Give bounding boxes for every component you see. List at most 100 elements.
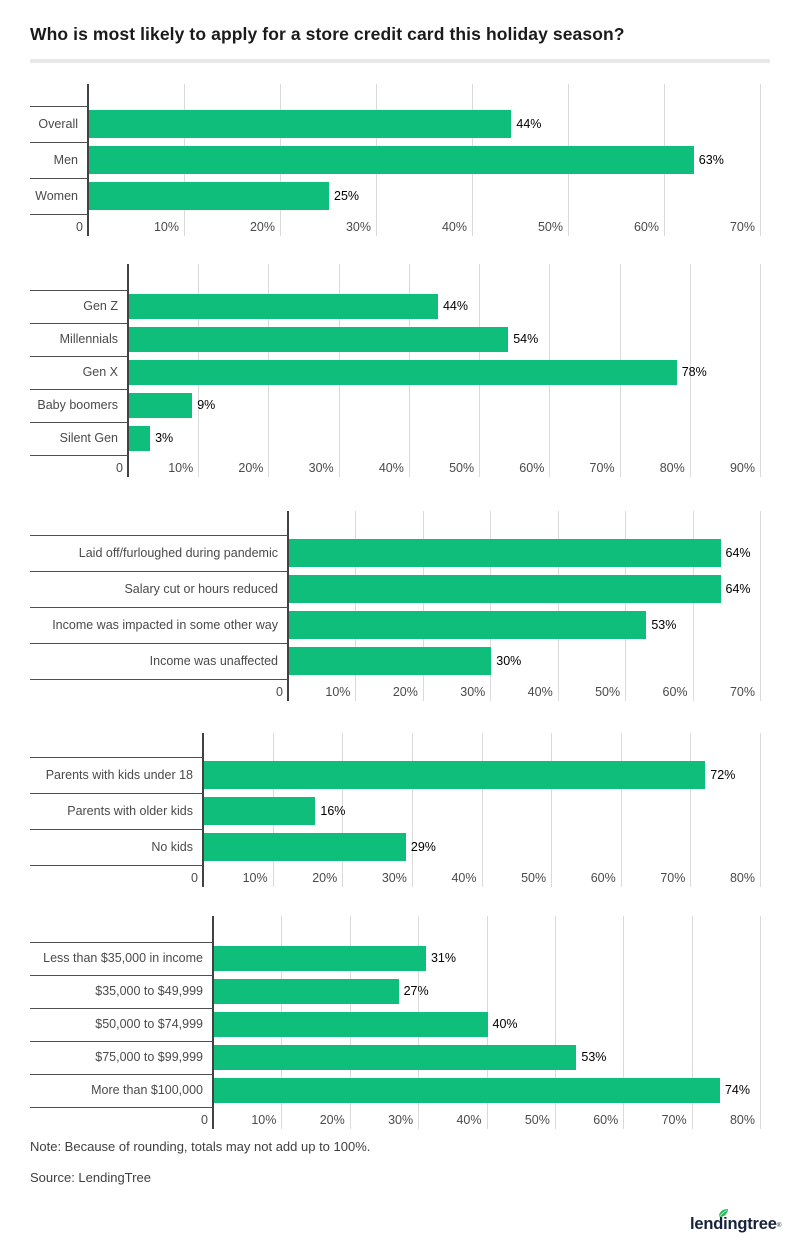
x-tick-label: 20% <box>249 220 275 234</box>
grid-line <box>760 916 761 1129</box>
bar <box>129 360 677 385</box>
bar-value-label: 3% <box>155 431 174 445</box>
bar-value-label: 31% <box>430 951 456 965</box>
grid-line <box>342 733 344 887</box>
x-tick-label: 60% <box>590 871 616 885</box>
x-tick-label: 40% <box>527 685 553 699</box>
grid-line <box>689 264 691 477</box>
category-label: Salary cut or hours reduced <box>124 582 278 596</box>
x-tick-label: 50% <box>521 871 547 885</box>
y-axis-line <box>212 916 214 1129</box>
bar-value-label: 53% <box>581 1050 607 1064</box>
category-label: Baby boomers <box>37 398 118 412</box>
category-separator <box>30 290 128 291</box>
bar-value-label: 44% <box>516 117 542 131</box>
category-separator <box>30 679 288 680</box>
x-tick-label: 20% <box>319 1113 345 1127</box>
bar-value-label: 64% <box>725 582 751 596</box>
category-label: Less than $35,000 in income <box>43 951 203 965</box>
bar-value-label: 53% <box>651 618 677 632</box>
x-tick-label: 40% <box>378 461 404 475</box>
category-separator <box>30 643 288 644</box>
bar <box>129 426 151 451</box>
category-label: $50,000 to $74,999 <box>95 1017 203 1031</box>
x-tick-label: 30% <box>381 871 407 885</box>
bar-value-label: 74% <box>724 1083 750 1097</box>
x-tick-label: 80% <box>729 1113 755 1127</box>
category-label: More than $100,000 <box>91 1083 203 1097</box>
bar <box>129 294 438 319</box>
bar <box>289 647 492 675</box>
bar <box>289 539 721 567</box>
category-separator <box>30 1041 213 1042</box>
bar-value-label: 64% <box>725 546 751 560</box>
category-separator <box>30 793 203 794</box>
bar-value-label: 29% <box>410 840 436 854</box>
bar <box>204 833 406 861</box>
x-tick-label: 30% <box>345 220 371 234</box>
bar <box>129 393 193 418</box>
grid-line <box>625 511 627 701</box>
category-label: Millennials <box>59 332 118 346</box>
source-text: Source: LendingTree <box>30 1170 151 1185</box>
category-separator <box>30 942 213 943</box>
x-tick-label: 0 <box>76 220 83 234</box>
x-tick-label: 50% <box>537 220 563 234</box>
category-separator <box>30 1107 213 1108</box>
logo-text: lendingtree <box>690 1215 777 1233</box>
y-axis-line <box>127 264 129 477</box>
x-tick-label: 70% <box>729 220 755 234</box>
x-tick-label: 70% <box>589 461 615 475</box>
category-separator <box>30 1074 213 1075</box>
note-text: Note: Because of rounding, totals may no… <box>30 1139 371 1154</box>
bar <box>214 1012 488 1037</box>
x-tick-label: 70% <box>729 685 755 699</box>
category-separator <box>30 389 128 390</box>
y-axis-line <box>202 733 204 887</box>
bar-value-label: 54% <box>513 332 539 346</box>
leaf-icon <box>718 1209 729 1217</box>
x-tick-label: 30% <box>308 461 334 475</box>
bar <box>289 575 721 603</box>
category-label: No kids <box>151 840 193 854</box>
x-tick-label: 60% <box>633 220 659 234</box>
x-tick-label: 10% <box>168 461 194 475</box>
bar-chart-2: 0 10% 20% 30% 40% 50% 60% 70% 80% 90% Gen Z 44% Mill… <box>30 264 800 481</box>
x-tick-label: 20% <box>392 685 418 699</box>
category-separator <box>30 757 203 758</box>
grid-line <box>355 511 357 701</box>
x-tick-label: 70% <box>661 1113 687 1127</box>
x-tick-label: 70% <box>660 871 686 885</box>
bar <box>89 146 694 174</box>
x-tick-label: 20% <box>312 871 338 885</box>
grid-line <box>690 733 692 887</box>
grid-line <box>760 511 761 701</box>
x-tick-label: 0 <box>276 685 283 699</box>
category-label: Overall <box>38 117 78 131</box>
category-label: Silent Gen <box>59 431 118 445</box>
category-separator <box>30 422 128 423</box>
x-tick-label: 40% <box>456 1113 482 1127</box>
category-label: $35,000 to $49,999 <box>95 984 203 998</box>
bar <box>289 611 647 639</box>
grid-line <box>557 511 559 701</box>
page-title: Who is most likely to apply for a store … <box>30 24 625 44</box>
x-tick-label: 0 <box>201 1113 208 1127</box>
category-separator <box>30 142 88 143</box>
category-separator <box>30 214 88 215</box>
bar <box>204 797 316 825</box>
bar <box>214 979 399 1004</box>
category-label: Men <box>53 153 78 167</box>
grid-line <box>760 733 761 887</box>
x-tick-label: 80% <box>659 461 685 475</box>
category-separator <box>30 865 203 866</box>
bar <box>214 1078 720 1103</box>
x-tick-label: 60% <box>593 1113 619 1127</box>
bar-chart-3: 0 10% 20% 30% 40% 50% 60% 70% Laid off/furloughe… <box>30 511 800 705</box>
category-separator <box>30 535 288 536</box>
x-tick-label: 40% <box>451 871 477 885</box>
category-label: Laid off/furloughed during pandemic <box>78 546 278 560</box>
x-tick-label: 30% <box>388 1113 414 1127</box>
bar <box>214 1045 577 1070</box>
bar-value-label: 63% <box>698 153 724 167</box>
